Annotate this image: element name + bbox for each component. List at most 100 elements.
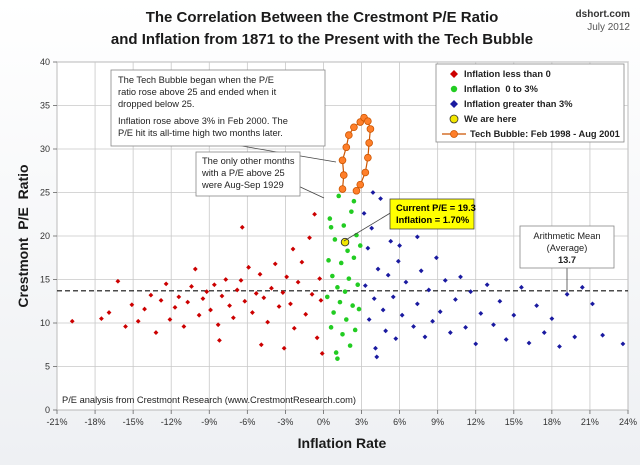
y-tick-label: 25 <box>40 188 50 198</box>
point-high <box>418 268 424 274</box>
x-tick-label: 3% <box>355 417 368 427</box>
point-negative <box>272 261 278 267</box>
point-negative <box>242 298 248 304</box>
point-negative <box>238 277 244 283</box>
point-negative <box>318 297 324 303</box>
point-high <box>463 324 468 330</box>
point-high <box>579 284 585 290</box>
point-negative <box>261 295 267 301</box>
x-tick-label: -9% <box>201 417 217 427</box>
point-high <box>380 307 386 313</box>
point-high <box>388 238 394 244</box>
point-negative <box>269 285 274 291</box>
point-bubble <box>338 156 347 165</box>
point-high <box>433 255 439 261</box>
point-negative <box>234 287 240 293</box>
point-negative <box>176 294 182 300</box>
point-low <box>326 258 331 263</box>
y-tick-label: 5 <box>45 362 50 372</box>
point-low <box>331 310 336 315</box>
point-high <box>393 336 399 342</box>
point-high <box>371 296 377 302</box>
point-high <box>541 330 547 335</box>
point-high <box>411 324 416 329</box>
point-high <box>503 337 509 342</box>
point-high <box>473 341 479 347</box>
point-negative <box>230 315 236 321</box>
legend-marker-negative <box>450 70 458 78</box>
point-low <box>356 306 362 312</box>
legend-label-here: We are here <box>464 114 517 124</box>
point-bubble <box>356 180 365 189</box>
point-low <box>355 282 361 288</box>
point-negative <box>257 271 263 277</box>
other-months-note-line3: were Aug-Sep 1929 <box>201 180 284 190</box>
point-low <box>327 216 333 221</box>
point-high <box>447 330 453 335</box>
x-tick-label: 6% <box>393 417 406 427</box>
point-high <box>437 309 443 315</box>
point-bubble <box>365 139 373 147</box>
other-months-annotation: The only other months with a P/E above 2… <box>195 151 325 199</box>
point-low <box>342 289 348 294</box>
point-low <box>335 356 340 361</box>
point-low <box>350 303 355 308</box>
current-pe-label: Current P/E = 19.3 <box>396 203 476 213</box>
legend-label-low: Inflation 0 to 3% <box>464 84 539 94</box>
mean-label-value: 13.7 <box>558 255 576 265</box>
point-negative <box>295 279 301 285</box>
legend-marker-here <box>449 114 459 124</box>
other-months-note-line1: The only other months <box>202 156 295 166</box>
point-negative <box>250 310 255 315</box>
point-high <box>362 283 368 288</box>
point-low <box>335 285 340 290</box>
point-negative <box>129 302 135 308</box>
point-negative <box>185 299 191 305</box>
x-tick-label: 12% <box>467 417 485 427</box>
point-high <box>414 301 420 307</box>
y-tick-label: 40 <box>40 57 50 67</box>
x-tick-label: -18% <box>85 417 106 427</box>
point-negative <box>200 296 206 302</box>
point-negative <box>291 325 297 331</box>
other-months-note-line2: with a P/E above 25 <box>201 168 285 178</box>
tech-bubble-note-line4: Inflation rose above 3% in Feb 2000. The <box>118 116 288 126</box>
point-high <box>378 196 383 201</box>
point-high <box>572 334 578 340</box>
point-low <box>337 299 343 305</box>
point-negative <box>265 319 271 325</box>
point-negative <box>280 290 286 295</box>
point-low <box>351 255 357 261</box>
point-negative <box>314 335 320 341</box>
point-negative <box>288 301 293 307</box>
point-bubble <box>350 123 358 132</box>
y-tick-label: 0 <box>45 405 50 415</box>
point-bubble <box>361 168 370 177</box>
x-tick-label: -15% <box>123 417 144 427</box>
point-high <box>385 272 391 278</box>
point-bubble <box>364 153 372 162</box>
point-negative <box>284 274 290 280</box>
point-high <box>426 287 432 293</box>
point-low <box>351 198 357 204</box>
point-high <box>383 328 389 334</box>
axis-layer: -21% -18% -15% -12% -9% -6% -3% 0% 3% 6% 9% 12% 15% 1… <box>40 57 637 427</box>
point-negative <box>299 259 305 265</box>
point-negative <box>319 351 325 356</box>
x-tick-label: 9% <box>431 417 444 427</box>
point-negative <box>172 304 178 310</box>
point-negative <box>148 292 154 298</box>
point-low <box>352 327 358 333</box>
y-tick-label: 35 <box>40 101 50 111</box>
point-bubble <box>364 117 372 125</box>
point-high <box>620 341 626 347</box>
legend-marker-low <box>450 85 458 93</box>
point-high <box>557 344 562 349</box>
mean-label-line2: (Average) <box>547 243 588 253</box>
point-negative <box>258 342 264 348</box>
point-negative <box>163 281 169 287</box>
point-negative <box>196 312 202 318</box>
point-negative <box>239 224 245 230</box>
point-high <box>414 234 420 240</box>
